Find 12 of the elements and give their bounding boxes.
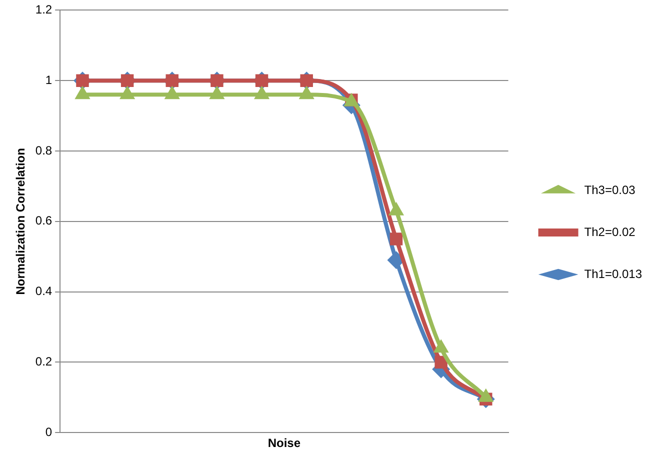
y-tick-label: 0.2 [35,354,52,369]
legend-label: Th2=0.02 [584,224,636,239]
legend-label: Th1=0.013 [584,266,642,281]
y-tick-label: 0.8 [35,143,52,158]
legend-label: Th3=0.03 [584,182,636,197]
y-axis-title: Normalization Correlation [14,148,28,295]
x-axis-title: Noise [268,436,301,450]
y-tick-label: 0 [45,424,52,439]
y-tick-label: 0.4 [35,284,52,298]
y-tick-label: 1.2 [35,2,52,17]
y-tick-label: 1 [45,72,52,87]
y-tick-label: 0.6 [35,214,52,228]
